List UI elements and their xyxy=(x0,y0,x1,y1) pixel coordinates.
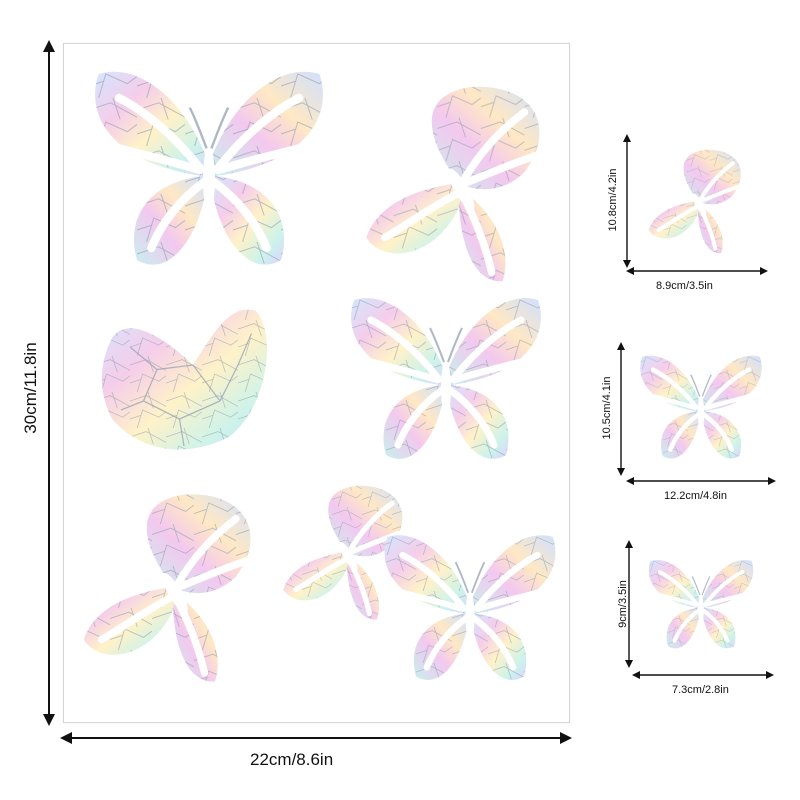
sample-1-width-label: 8.9cm/3.5in xyxy=(656,280,713,292)
sample-2-height-arrow xyxy=(617,342,625,476)
sample-butterfly-2 xyxy=(628,344,774,472)
sample-3-width-label: 7.3cm/2.8in xyxy=(672,684,729,696)
butterfly-sticker-3 xyxy=(70,284,298,464)
sample-1-width-arrow xyxy=(626,267,768,275)
sticker-sheet xyxy=(63,43,570,723)
sample-butterfly-3 xyxy=(646,538,756,672)
butterfly-sticker-4 xyxy=(336,280,556,480)
sample-2-width-label: 12.2cm/4.8in xyxy=(664,490,727,502)
sample-2-height-label: 10.5cm/4.1in xyxy=(601,376,613,440)
sample-1-height-arrow xyxy=(623,134,631,268)
sheet-width-label: 22cm/8.6in xyxy=(250,750,334,769)
sheet-height-arrow xyxy=(43,40,55,726)
sample-1-height-label: 10.8cm/4.2in xyxy=(607,168,619,232)
sheet-height-label: 30cm/11.8in xyxy=(21,342,40,434)
sample-3-height-label: 9cm/3.5in xyxy=(617,580,629,628)
sheet-width-arrow xyxy=(60,732,572,744)
butterfly-sticker-2 xyxy=(350,58,568,308)
butterfly-sticker-5 xyxy=(68,456,278,718)
sample-3-height-arrow xyxy=(625,540,633,668)
butterfly-sticker-7 xyxy=(380,504,560,714)
sample-butterfly-1 xyxy=(640,134,756,268)
sample-2-width-arrow xyxy=(626,477,776,485)
butterfly-sticker-1 xyxy=(66,50,352,290)
sample-3-width-arrow xyxy=(632,671,774,679)
